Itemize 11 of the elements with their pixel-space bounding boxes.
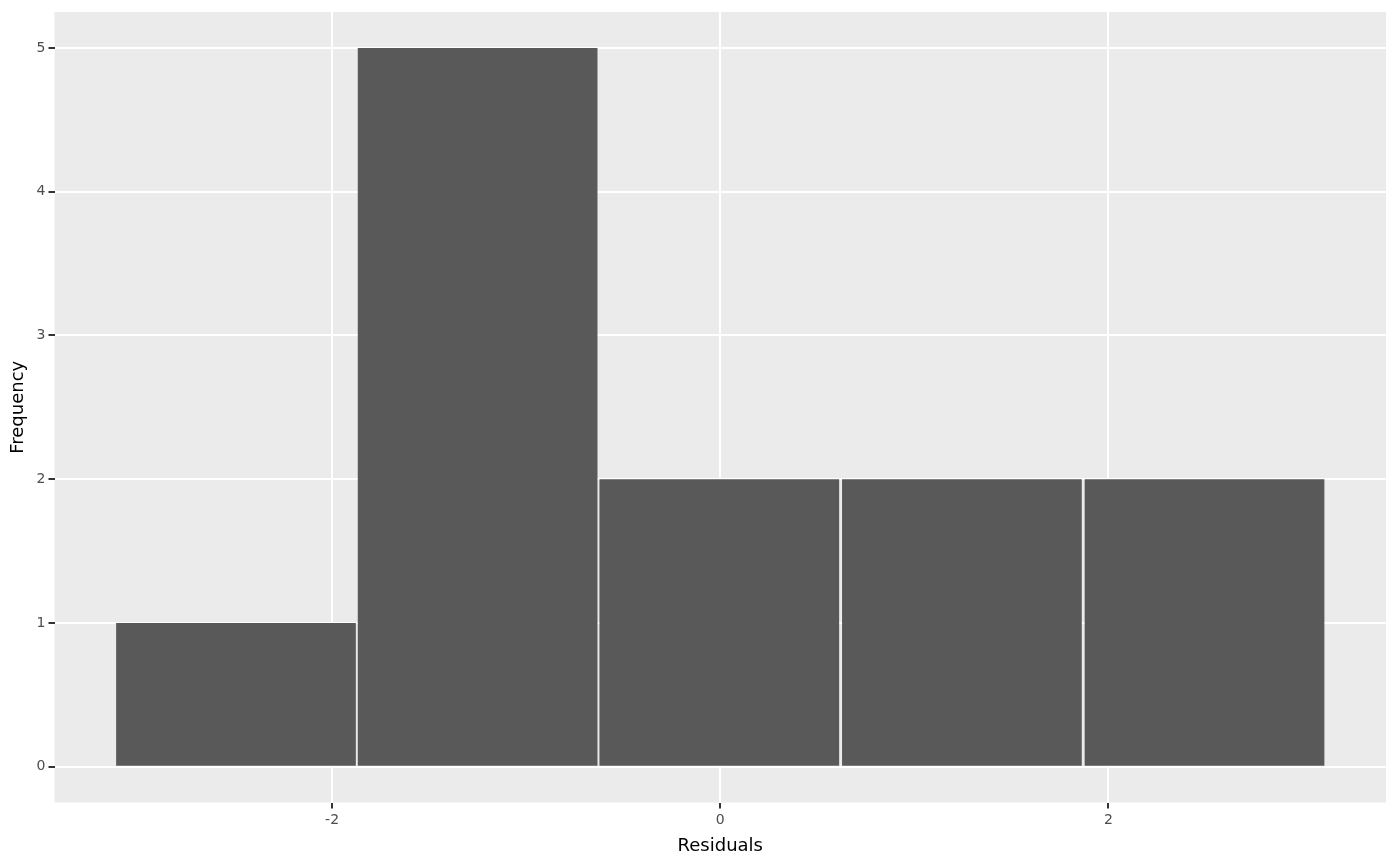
- y-tick-label: 3: [36, 326, 46, 343]
- x-tick-label: 2: [1103, 810, 1113, 827]
- y-tick-label: 5: [36, 38, 46, 55]
- x-axis-title: Residuals: [677, 833, 763, 855]
- x-tick-label: 0: [715, 810, 725, 827]
- y-tick-label: 4: [36, 182, 46, 199]
- y-tick-label: 2: [36, 469, 46, 486]
- y-tick-label: 0: [36, 757, 46, 774]
- x-tick-label: -2: [325, 810, 340, 827]
- y-tick-label: 1: [36, 613, 46, 630]
- y-axis-title: Frequency: [6, 360, 28, 454]
